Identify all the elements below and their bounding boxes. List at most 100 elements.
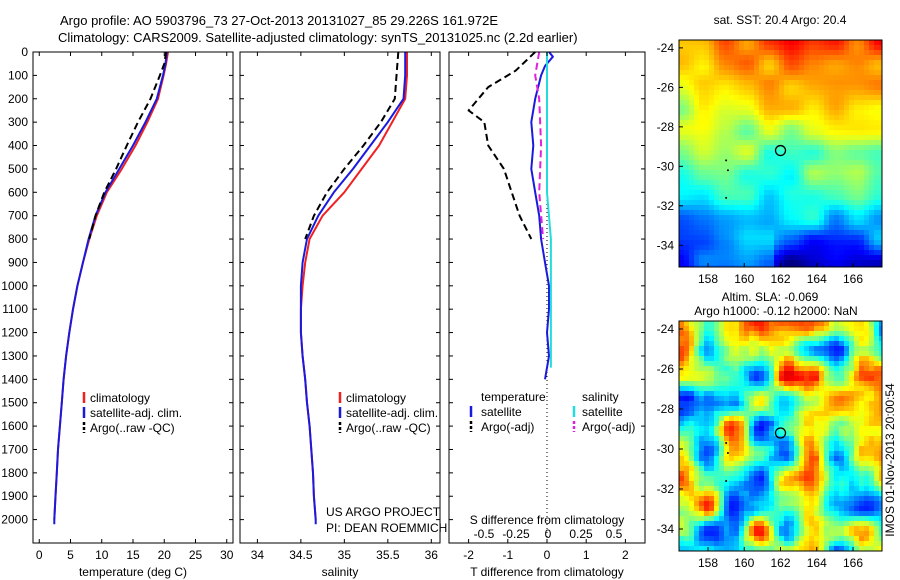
map-cell xyxy=(864,70,869,75)
map-cell xyxy=(769,175,774,180)
map-cell xyxy=(859,486,864,491)
map-cell xyxy=(744,501,749,506)
map-cell xyxy=(804,516,809,521)
map-cell xyxy=(684,180,689,185)
map-cell xyxy=(824,75,829,80)
map-cell xyxy=(689,100,694,105)
map-cell xyxy=(684,215,689,220)
map-cell xyxy=(799,406,804,411)
map-cell xyxy=(854,501,859,506)
map-cell xyxy=(809,426,814,431)
map-cell xyxy=(764,371,769,376)
map-cell xyxy=(839,255,844,260)
map-cell xyxy=(779,341,784,346)
map-cell xyxy=(804,120,809,125)
map-cell xyxy=(694,331,699,336)
map-cell xyxy=(804,391,809,396)
map-cell xyxy=(804,180,809,185)
map-cell xyxy=(814,120,819,125)
map-cell xyxy=(804,95,809,100)
map-cell xyxy=(689,506,694,511)
map-cell xyxy=(869,371,874,376)
map-cell xyxy=(759,130,764,135)
map-cell xyxy=(789,105,794,110)
map-cell xyxy=(764,546,769,551)
map-cell xyxy=(794,431,799,436)
map-cell xyxy=(689,516,694,521)
map-cell xyxy=(829,491,834,496)
map-cell xyxy=(739,70,744,75)
map-cell xyxy=(764,501,769,506)
map-cell xyxy=(784,366,789,371)
map-cell xyxy=(844,541,849,546)
map-cell xyxy=(819,406,824,411)
map-cell xyxy=(744,220,749,225)
map-cell xyxy=(789,356,794,361)
map-cell xyxy=(804,356,809,361)
map-cell xyxy=(744,235,749,240)
map-cell xyxy=(754,536,759,541)
map-cell xyxy=(794,466,799,471)
map-cell xyxy=(789,326,794,331)
map-cell xyxy=(774,125,779,130)
map-cell xyxy=(744,401,749,406)
map-cell xyxy=(809,466,814,471)
map-cell xyxy=(864,50,869,55)
series-line-salinity-satellite xyxy=(546,52,552,368)
map-cell xyxy=(794,190,799,195)
map-cell xyxy=(854,260,859,265)
map-cell xyxy=(849,45,854,50)
map-cell xyxy=(819,371,824,376)
map-cell xyxy=(844,255,849,260)
map-cell xyxy=(819,481,824,486)
map-cell xyxy=(859,336,864,341)
map-cell xyxy=(709,80,714,85)
map-cell xyxy=(839,75,844,80)
map-cell xyxy=(684,95,689,100)
map-cell xyxy=(724,50,729,55)
map-cell xyxy=(789,110,794,115)
map-cell xyxy=(689,165,694,170)
map-cell xyxy=(794,125,799,130)
map-cell xyxy=(869,100,874,105)
map-cell xyxy=(764,441,769,446)
map-cell xyxy=(744,120,749,125)
map-cell xyxy=(709,55,714,60)
map-cell xyxy=(684,255,689,260)
map-cell xyxy=(694,180,699,185)
map-cell xyxy=(794,341,799,346)
map-cell xyxy=(694,336,699,341)
map-cell xyxy=(699,210,704,215)
map-cell xyxy=(699,476,704,481)
map-cell xyxy=(824,70,829,75)
map-cell xyxy=(734,120,739,125)
map-cell xyxy=(769,376,774,381)
map-cell xyxy=(729,456,734,461)
map-cell xyxy=(734,55,739,60)
map-cell xyxy=(719,446,724,451)
map-cell xyxy=(724,506,729,511)
map-cell xyxy=(819,140,824,145)
map-cell xyxy=(869,476,874,481)
map-cell xyxy=(699,90,704,95)
map-cell xyxy=(819,235,824,240)
map-cell xyxy=(829,531,834,536)
map-cell xyxy=(859,436,864,441)
map-cell xyxy=(689,456,694,461)
map-cell xyxy=(834,331,839,336)
map-cell xyxy=(829,165,834,170)
map-cell xyxy=(704,165,709,170)
map-cell xyxy=(799,145,804,150)
map-cell xyxy=(854,125,859,130)
map-cell xyxy=(684,265,689,267)
map-cell xyxy=(819,536,824,541)
map-cell xyxy=(814,65,819,70)
map-cell xyxy=(719,200,724,205)
map-cell xyxy=(809,180,814,185)
map-cell xyxy=(754,90,759,95)
map-cell xyxy=(879,456,882,461)
map-cell xyxy=(754,160,759,165)
map-cell xyxy=(794,421,799,426)
map-cell xyxy=(694,326,699,331)
map-cell xyxy=(724,200,729,205)
